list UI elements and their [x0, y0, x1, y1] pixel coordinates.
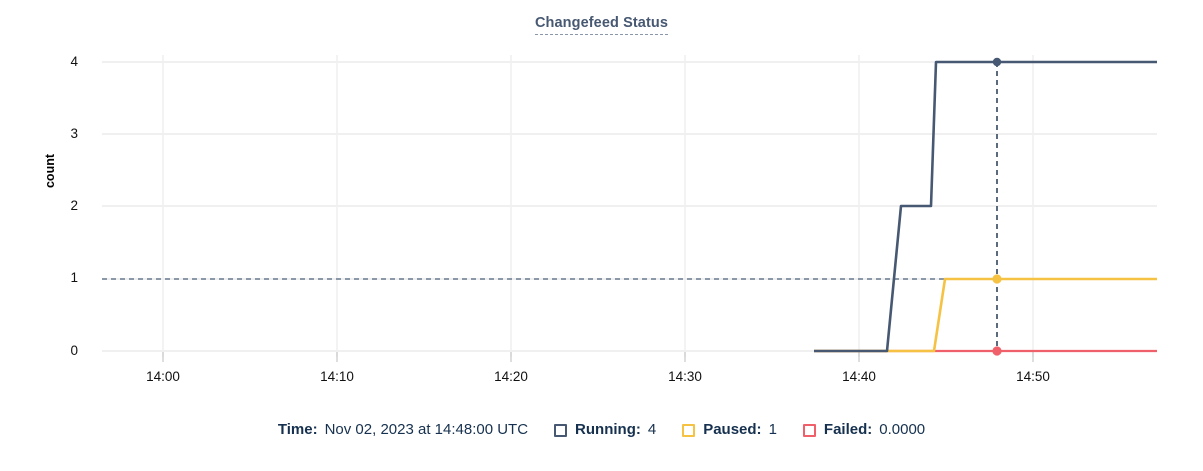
- x-tick-label-1400: 14:00: [146, 369, 180, 384]
- legend-value-paused: 1: [768, 421, 777, 438]
- vertical-gridlines: [162, 55, 1034, 357]
- x-tick-label-1410: 14:10: [320, 369, 354, 384]
- legend-name-failed: Failed:: [823, 421, 873, 438]
- hover-marker-paused: [992, 274, 1002, 284]
- y-tick-label-1: 1: [70, 270, 78, 285]
- x-axis-ticks: [162, 352, 1034, 362]
- series-line-paused: [814, 277, 1157, 353]
- legend-item-running[interactable]: Running: 4: [554, 420, 656, 440]
- chart-footer-legend: Time: Nov 02, 2023 at 14:48:00 UTC Runni…: [0, 420, 1203, 440]
- chart-title: Changefeed Status: [0, 14, 1203, 35]
- legend-item-failed[interactable]: Failed: 0.0000: [802, 420, 926, 440]
- x-tick-label-1450: 14:50: [1016, 369, 1050, 384]
- chart-title-text: Changefeed Status: [534, 14, 669, 35]
- legend-value-running: 4: [647, 421, 657, 438]
- legend-value-failed: 0.0000: [879, 421, 926, 438]
- y-tick-label-0: 0: [70, 343, 78, 358]
- series-line-running: [814, 60, 1157, 353]
- x-tick-label-1430: 14:30: [668, 369, 702, 384]
- legend-swatch-failed-icon: [802, 423, 816, 437]
- legend-swatch-running-icon: [554, 423, 568, 437]
- y-tick-label-4: 4: [70, 54, 78, 69]
- legend-item-paused[interactable]: Paused: 1: [682, 420, 777, 440]
- hover-time-group: Time: Nov 02, 2023 at 14:48:00 UTC: [278, 420, 528, 440]
- horizontal-gridlines: [102, 61, 1157, 352]
- hover-time-value: Nov 02, 2023 at 14:48:00 UTC: [324, 421, 529, 438]
- x-tick-label-1420: 14:20: [494, 369, 528, 384]
- legend-name-running: Running:: [575, 421, 641, 438]
- hover-marker-failed: [992, 346, 1002, 356]
- hover-time-label: Time:: [277, 421, 318, 438]
- y-tick-label-3: 3: [70, 126, 78, 141]
- legend-swatch-paused-icon: [682, 423, 696, 437]
- hover-marker-running: [992, 57, 1002, 67]
- y-tick-label-2: 2: [70, 198, 78, 213]
- x-tick-label-1440: 14:40: [842, 369, 876, 384]
- plot-svg: [102, 55, 1157, 362]
- plot-area[interactable]: [0, 0, 1203, 400]
- legend-name-paused: Paused:: [703, 421, 762, 438]
